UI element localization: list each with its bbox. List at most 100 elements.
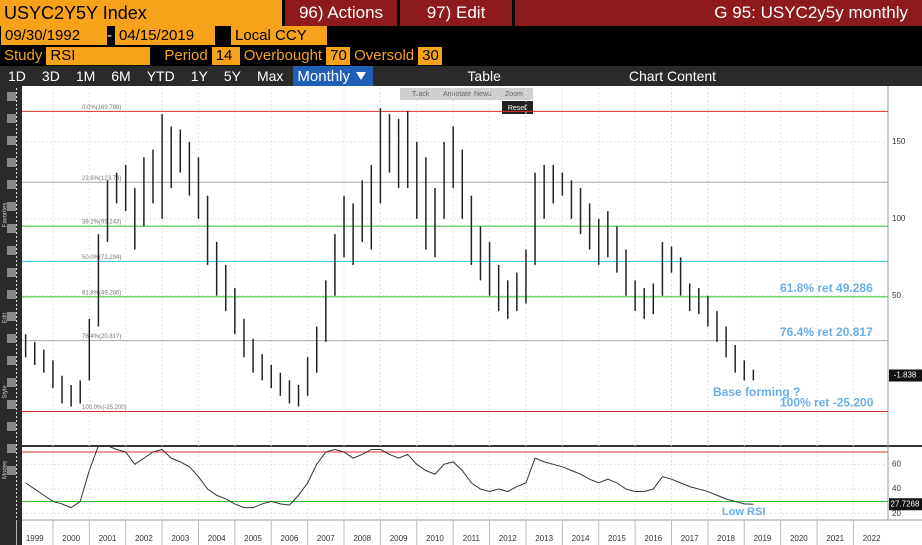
mini-toolbar xyxy=(400,88,533,100)
right-axis xyxy=(888,86,922,545)
study-name[interactable]: RSI xyxy=(46,46,151,65)
toolbar: 1D 3D 1M 6M YTD 1Y 5Y Max Monthly Table Chart C… xyxy=(0,66,922,86)
overbought[interactable]: 70 xyxy=(326,46,351,65)
x-tick-label: 2017 xyxy=(681,534,699,543)
annotation: Base forming ? xyxy=(713,385,800,399)
x-tick-label: 2003 xyxy=(171,534,189,543)
x-tick-label: 2015 xyxy=(608,534,626,543)
table-button[interactable]: Table xyxy=(467,68,501,84)
frequency-label[interactable]: Monthly xyxy=(297,67,350,85)
period-button[interactable]: 1Y xyxy=(190,68,208,84)
sidebar-label: Modes xyxy=(3,461,9,479)
period[interactable]: 14 xyxy=(211,46,240,65)
period-button[interactable]: Max xyxy=(256,68,284,84)
sidebar-icon xyxy=(7,268,16,277)
chart-name: G 95: USYC2y5y monthly xyxy=(515,0,922,26)
currency[interactable]: Local CCY xyxy=(231,26,327,45)
mini-tool: Annotate xyxy=(443,91,471,98)
x-tick-label: 2002 xyxy=(135,534,153,543)
frequency[interactable]: Monthly xyxy=(293,66,374,86)
x-tick-label: 2005 xyxy=(244,534,262,543)
sidebar-icon xyxy=(7,136,16,145)
period-button[interactable]: 1D xyxy=(8,68,26,84)
sidebar-icon xyxy=(7,92,16,101)
last-tag xyxy=(889,369,922,382)
fib-label: 23.6%(123.73) xyxy=(82,176,121,182)
x-tick-label: 2013 xyxy=(535,534,553,543)
x-tick-label: 2007 xyxy=(317,534,335,543)
sidebar-icon xyxy=(7,224,16,233)
sidebar-icon xyxy=(7,334,16,343)
edit-button[interactable]: 97) Edit xyxy=(400,0,512,26)
fib-label: 100.0%(-25.200) xyxy=(82,405,127,411)
study-row: Study RSI Period 14 Overbought 70 Overso… xyxy=(0,45,922,66)
sidebar-icon xyxy=(7,290,16,299)
sidebar-icon xyxy=(7,158,16,167)
last-price: -1.838 xyxy=(894,371,917,380)
dropdown-icon xyxy=(355,72,366,80)
mini-tool: News xyxy=(474,91,492,98)
header-row: USYC2Y5Y Index 96) Actions 97) Edit G 95… xyxy=(0,0,922,26)
x-tick-label: 2019 xyxy=(754,534,772,543)
x-tick-label: 2008 xyxy=(353,534,371,543)
range-sep: - xyxy=(107,27,112,44)
fib-label: 50.0%(72.294) xyxy=(82,255,121,261)
annotation: 100% ret -25.200 xyxy=(780,396,874,410)
x-tick-label: 2004 xyxy=(208,534,226,543)
annotation: Low RSI xyxy=(722,506,765,518)
actions-button[interactable]: 96) Actions xyxy=(285,0,397,26)
period-buttons: 1D 3D 1M 6M YTD 1Y 5Y Max xyxy=(0,68,291,84)
x-tick-label: 2021 xyxy=(826,534,844,543)
reset-button[interactable]: Reset xyxy=(508,105,526,112)
sidebar-icon xyxy=(7,312,16,321)
reset-box xyxy=(502,101,533,114)
x-tick-label: 2006 xyxy=(281,534,299,543)
period-button[interactable]: YTD xyxy=(146,68,175,84)
oversold-label: Oversold xyxy=(354,47,415,64)
x-tick-label: 2018 xyxy=(717,534,735,543)
x-tick-label: 2012 xyxy=(499,534,517,543)
sidebar-icon xyxy=(7,444,16,453)
last-rsi: 27.7268 xyxy=(891,499,920,508)
period-button[interactable]: 1M xyxy=(75,68,96,84)
x-tick-label: 2000 xyxy=(62,534,80,543)
sidebar-label: Favorites xyxy=(3,203,9,228)
period-button[interactable]: 3D xyxy=(41,68,60,84)
sidebar-icon xyxy=(7,400,16,409)
x-tick-label: 2001 xyxy=(99,534,117,543)
start-date[interactable]: 09/30/1992 xyxy=(1,26,107,45)
period-label: Period xyxy=(164,47,208,64)
sidebar-icon xyxy=(7,466,16,475)
y-tick-label: 100 xyxy=(892,214,906,223)
fib-label: 61.8%(49.286) xyxy=(82,290,121,296)
sidebar-icon xyxy=(7,202,16,211)
annotation: 61.8% ret 49.286 xyxy=(780,281,873,295)
sidebar-icon xyxy=(7,246,16,255)
period-button[interactable]: 5Y xyxy=(223,68,241,84)
sidebar-icon xyxy=(7,356,16,365)
sidebar-icon xyxy=(7,378,16,387)
sidebar-icon xyxy=(7,114,16,123)
chart-bg xyxy=(0,86,922,545)
last-tag xyxy=(889,498,922,511)
y-tick-label: 40 xyxy=(892,484,901,493)
y-tick-label: 150 xyxy=(892,137,906,146)
y-tick-label: 20 xyxy=(892,509,901,518)
annotation: 76.4% ret 20.817 xyxy=(780,325,873,339)
study-label: Study xyxy=(4,47,43,64)
sidebar-icon xyxy=(7,422,16,431)
content-button[interactable]: Chart Content xyxy=(628,68,717,84)
end-date[interactable]: 04/15/2019 xyxy=(115,26,215,45)
oversold[interactable]: 30 xyxy=(418,46,443,65)
mini-tool: Zoom xyxy=(505,91,523,98)
chart: Reset Track Annotate News Zoom Favorites Edit… xyxy=(0,86,922,545)
x-tick-label: 2020 xyxy=(790,534,808,543)
y-tick-label: 60 xyxy=(892,459,901,468)
x-tick-label: 2010 xyxy=(426,534,444,543)
ticker[interactable]: USYC2Y5Y Index xyxy=(0,0,282,26)
sidebar-icon xyxy=(7,180,16,189)
x-tick-label: 2014 xyxy=(572,534,590,543)
x-tick-label: 2011 xyxy=(463,534,481,543)
period-button[interactable]: 6M xyxy=(111,68,131,84)
